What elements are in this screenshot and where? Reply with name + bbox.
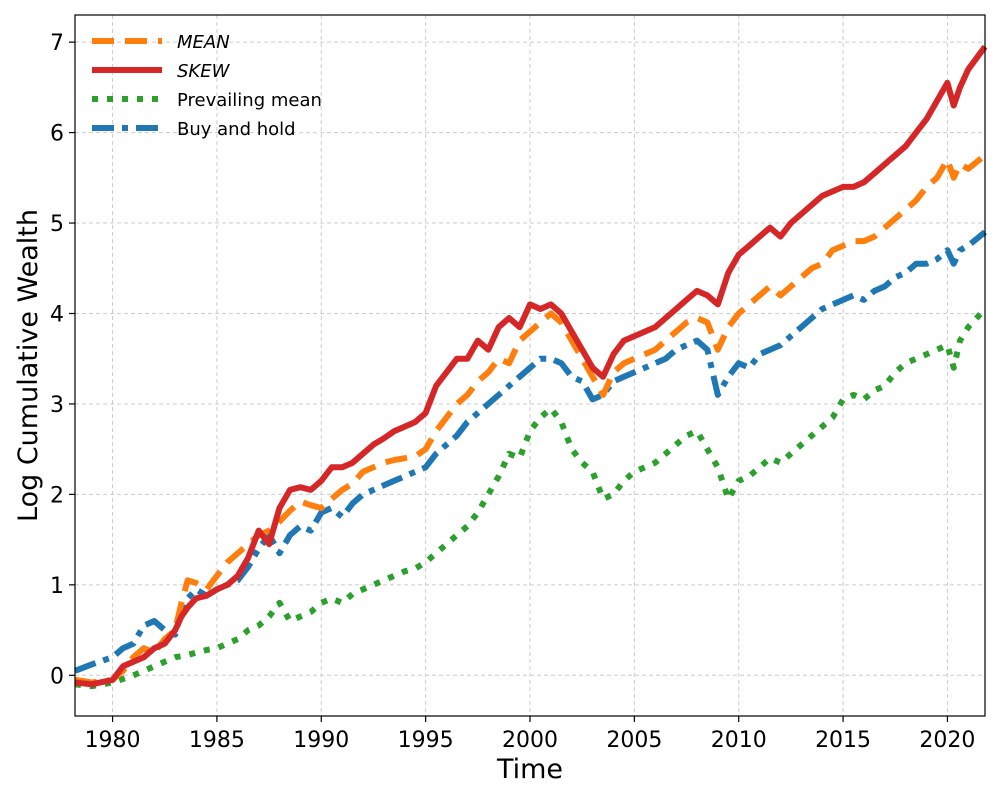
y-tick-label: 6 [50, 122, 64, 147]
x-tick-label: 1990 [293, 728, 349, 753]
legend-label: MEAN [177, 32, 230, 53]
y-tick-label: 7 [50, 31, 64, 56]
x-tick-label: 2020 [919, 728, 975, 753]
x-tick-label: 2010 [711, 728, 767, 753]
series-group [73, 44, 988, 690]
legend-label: Prevailing mean [177, 90, 322, 111]
x-tick-label: 2005 [606, 728, 662, 753]
x-axis-label: Time [496, 754, 563, 785]
x-tick-label: 1985 [189, 728, 245, 753]
y-tick-label: 1 [50, 574, 64, 599]
series-line-buy-and-hold [73, 229, 987, 674]
y-tick-label: 4 [50, 302, 64, 327]
legend-label: Buy and hold [177, 119, 296, 140]
y-tick-label: 3 [50, 393, 64, 418]
grid [75, 15, 985, 716]
legend: MEAN SKEW Prevailing mean Buy and hold [92, 32, 322, 140]
x-tick-label: 2000 [502, 728, 558, 753]
series-line-mean [74, 152, 987, 686]
x-tick-label: 1995 [398, 728, 454, 753]
y-tick-label: 2 [50, 483, 64, 508]
y-axis-label: Log Cumulative Wealth [13, 209, 44, 522]
x-tick-label: 2015 [815, 728, 871, 753]
x-tick-label: 1980 [85, 728, 141, 753]
axis-ticks: 1980 1985 1990 1995 2000 2005 2010 2015 2020 0 1 2 3… [50, 31, 975, 753]
y-tick-label: 5 [50, 212, 64, 237]
series-line-skew [74, 44, 988, 688]
legend-label: SKEW [177, 61, 231, 82]
y-tick-label: 0 [50, 664, 64, 689]
